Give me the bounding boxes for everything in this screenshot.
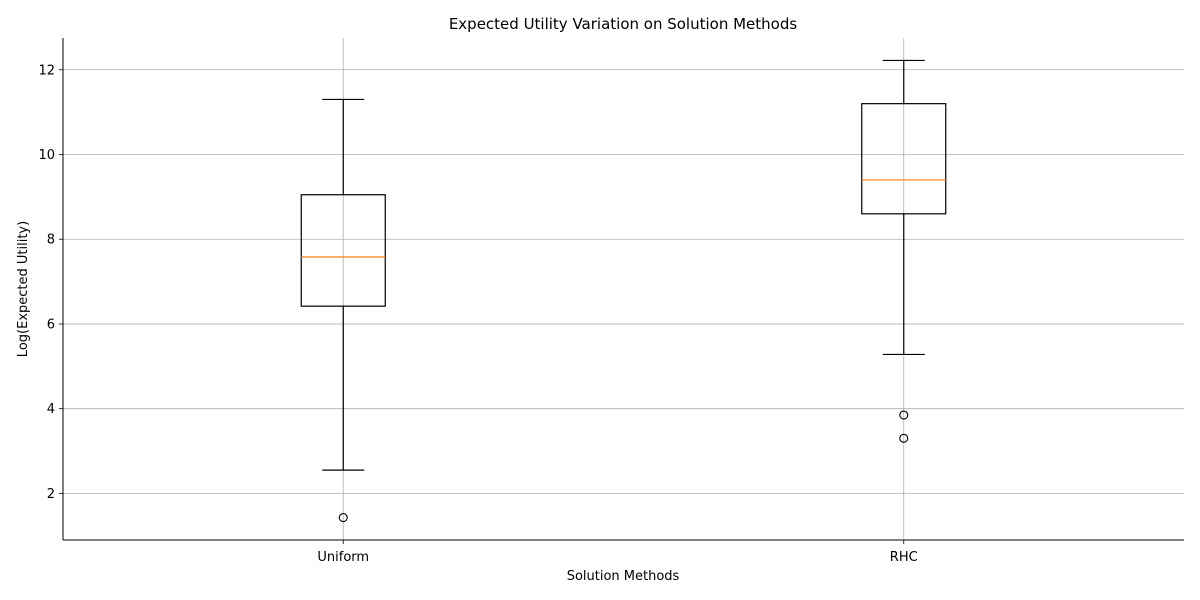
y-tick-label: 4 (47, 402, 55, 417)
box-group-uniform (300, 98, 386, 523)
y-tick-label: 8 (47, 233, 55, 248)
x-axis-ticks: Uniform RHC (317, 540, 918, 565)
axes (62, 38, 1184, 541)
box-series (300, 59, 947, 523)
outlier-point (338, 512, 348, 523)
box-group-rhc (861, 59, 947, 443)
x-axis-label: Solution Methods (567, 569, 680, 584)
y-tick-label: 2 (47, 487, 55, 502)
y-axis-label: Log(Expected Utility) (16, 221, 31, 357)
y-axis-ticks: 2 4 6 8 10 12 (38, 63, 63, 502)
interquartile-box (861, 103, 947, 215)
chart-title: Expected Utility Variation on Solution M… (449, 15, 798, 33)
outlier-point (899, 410, 909, 420)
outlier-point (899, 433, 909, 443)
x-tick-label: RHC (890, 550, 918, 565)
grid-lines (63, 38, 1184, 540)
y-tick-label: 12 (38, 63, 55, 78)
interquartile-box (300, 194, 386, 307)
y-tick-label: 10 (38, 148, 55, 163)
y-tick-label: 6 (47, 317, 55, 332)
x-tick-label: Uniform (317, 550, 369, 565)
